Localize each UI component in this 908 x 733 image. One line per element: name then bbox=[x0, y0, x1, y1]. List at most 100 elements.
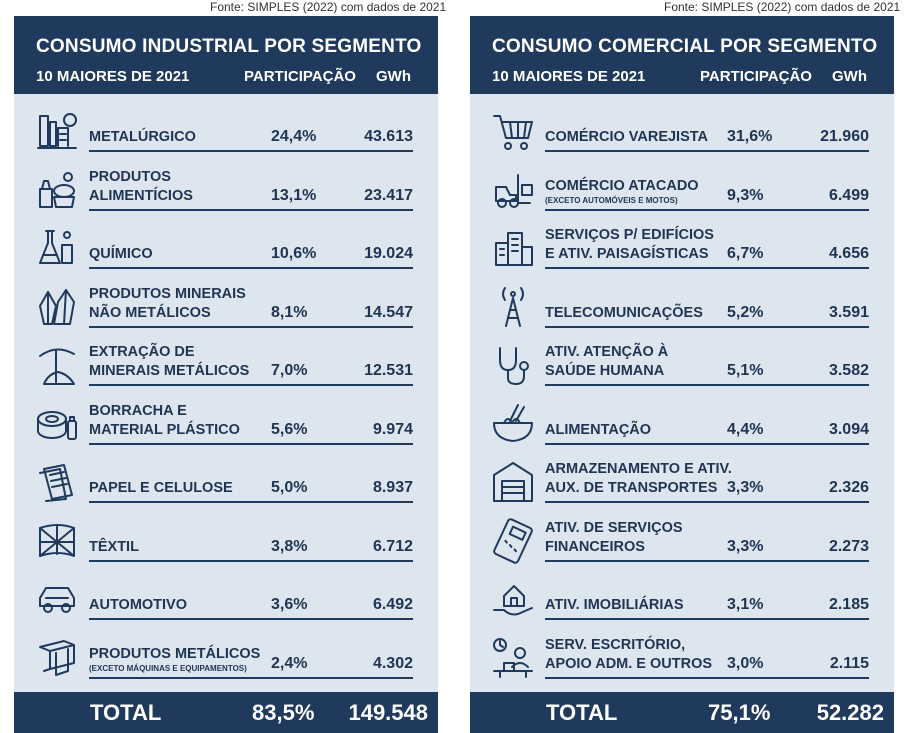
office-worker-icon bbox=[490, 635, 536, 681]
segment-label-line2: NÃO METÁLICOS bbox=[89, 304, 211, 321]
segment-label: PRODUTOS MINERAIS NÃO METÁLICOS bbox=[89, 285, 246, 323]
row-divider bbox=[89, 267, 413, 269]
row-divider bbox=[545, 150, 869, 152]
segment-label-line1: TELECOMUNICAÇÕES bbox=[545, 304, 703, 321]
segment-label: TELECOMUNICAÇÕES bbox=[545, 304, 703, 323]
segment-row: PRODUTOS METÁLICOS (EXCETO MÁQUINAS E EQU… bbox=[14, 631, 438, 690]
segment-note: (EXCETO AUTOMÓVEIS E MOTOS) bbox=[545, 195, 678, 205]
segment-pct: 8,1% bbox=[271, 303, 308, 321]
paper-stack-icon bbox=[34, 459, 80, 505]
shopping-cart-icon bbox=[490, 108, 536, 154]
segment-gwh: 2.185 bbox=[828, 596, 869, 613]
segment-pct: 5,0% bbox=[271, 479, 308, 496]
commercial-total-gwh: 52.282 bbox=[816, 700, 884, 725]
segment-gwh: 3.094 bbox=[828, 420, 869, 438]
fabric-icon bbox=[34, 518, 80, 564]
row-divider bbox=[545, 208, 869, 211]
segment-label: COMÉRCIO ATACADO (EXCETO AUTOMÓVEIS E MOT… bbox=[545, 177, 699, 206]
segment-pct: 7,0% bbox=[271, 362, 308, 379]
pickaxe-icon bbox=[34, 342, 80, 388]
segment-gwh: 9.974 bbox=[372, 420, 413, 438]
segment-pct: 6,7% bbox=[727, 245, 764, 262]
segment-row: PRODUTOS ALIMENTÍCIOS 13,1% 23.417 bbox=[14, 163, 438, 222]
industrial-total-bar: TOTAL 83,5% 149.548 bbox=[14, 692, 438, 733]
segment-pct: 13,1% bbox=[271, 186, 317, 204]
segment-label-line1: PRODUTOS MINERAIS bbox=[89, 285, 246, 302]
segment-label-line1: PRODUTOS METÁLICOS bbox=[89, 645, 261, 662]
segment-gwh: 12.531 bbox=[364, 362, 413, 379]
segment-label: ALIMENTAÇÃO bbox=[545, 421, 651, 440]
segment-label-line1: METALÚRGICO bbox=[89, 129, 196, 145]
card-machine-icon bbox=[490, 517, 536, 564]
segment-gwh: 3.591 bbox=[828, 303, 869, 321]
segment-row: EXTRAÇÃO DE MINERAIS METÁLICOS 7,0% 12.531 bbox=[14, 338, 438, 397]
row-divider bbox=[89, 442, 413, 445]
food-products-icon bbox=[34, 167, 80, 213]
segment-pct: 31,6% bbox=[727, 128, 773, 145]
segment-label: SERVIÇOS P/ EDIFÍCIOS E ATIV. PAISAGÍSTIC… bbox=[545, 226, 714, 264]
segment-pct: 5,2% bbox=[727, 303, 764, 321]
segment-label-line1: BORRACHA E bbox=[89, 402, 187, 419]
row-divider bbox=[89, 384, 413, 386]
segment-label-line1: SERVIÇOS P/ EDIFÍCIOS bbox=[545, 227, 714, 243]
row-divider bbox=[545, 267, 869, 269]
segment-row: ARMAZENAMENTO E ATIV. AUX. DE TRANSPORTES… bbox=[470, 455, 894, 514]
segment-gwh: 2.273 bbox=[828, 537, 869, 555]
segment-label-line1: PAPEL E CELULOSE bbox=[89, 480, 233, 496]
segment-label-line2: ALIMENTÍCIOS bbox=[89, 187, 193, 204]
house-in-hand-icon bbox=[490, 576, 536, 622]
segment-gwh: 2.326 bbox=[828, 479, 869, 496]
segment-pct: 3,8% bbox=[271, 537, 308, 555]
commercial-panel: CONSUMO COMERCIAL POR SEGMENTO 10 MAIORE… bbox=[470, 16, 894, 733]
source-note-right: Fonte: SIMPLES (2022) com dados de 2021 bbox=[664, 0, 901, 14]
segment-label-line1: COMÉRCIO VAREJISTA bbox=[545, 129, 709, 145]
row-divider bbox=[89, 208, 413, 211]
segment-gwh: 4.302 bbox=[372, 654, 413, 672]
segment-label-line2: MATERIAL PLÁSTICO bbox=[89, 421, 240, 438]
segment-row: METALÚRGICO 24,4% 43.613 bbox=[14, 104, 438, 163]
segment-gwh: 8.937 bbox=[372, 479, 413, 496]
commercial-title: CONSUMO COMERCIAL POR SEGMENTO bbox=[492, 36, 878, 57]
segment-row: QUÍMICO 10,6% 19.024 bbox=[14, 221, 438, 280]
segment-label-line1: PRODUTOS bbox=[89, 168, 171, 185]
segment-row: PAPEL E CELULOSE 5,0% 8.937 bbox=[14, 455, 438, 514]
row-divider bbox=[89, 150, 413, 152]
segment-label-line2: APOIO ADM. E OUTROS bbox=[545, 655, 713, 672]
segment-label: ATIV. ATENÇÃO À SAÚDE HUMANA bbox=[545, 343, 668, 381]
segment-row: BORRACHA E MATERIAL PLÁSTICO 5,6% 9.974 bbox=[14, 397, 438, 456]
commercial-total-bar: TOTAL 75,1% 52.282 bbox=[470, 692, 894, 733]
commercial-subtitle: 10 MAIORES DE 2021 bbox=[492, 68, 646, 85]
segment-pct: 3,1% bbox=[727, 596, 764, 613]
commercial-col-gwh: GWh bbox=[832, 68, 867, 85]
source-note-left: Fonte: SIMPLES (2022) com dados de 2021 bbox=[210, 0, 447, 14]
stethoscope-icon bbox=[490, 342, 536, 388]
row-divider bbox=[545, 384, 869, 386]
segment-label-line1: SERV. ESCRITÓRIO, bbox=[545, 636, 686, 653]
antenna-tower-icon bbox=[490, 284, 536, 330]
industrial-total-gwh: 149.548 bbox=[348, 700, 428, 725]
segment-label-line1: ATIV. IMOBILIÁRIAS bbox=[545, 597, 684, 613]
car-icon bbox=[34, 576, 80, 622]
segment-label-line1: ATIV. DE SERVIÇOS bbox=[545, 519, 683, 536]
segment-pct: 3,0% bbox=[727, 654, 764, 672]
segment-label: EXTRAÇÃO DE MINERAIS METÁLICOS bbox=[89, 343, 249, 381]
segment-label-line2: FINANCEIROS bbox=[545, 538, 645, 555]
segment-gwh: 6.499 bbox=[828, 186, 869, 204]
segment-pct: 5,6% bbox=[271, 420, 308, 438]
segment-row: SERVIÇOS P/ EDIFÍCIOS E ATIV. PAISAGÍSTIC… bbox=[470, 221, 894, 280]
segment-pct: 4,4% bbox=[727, 420, 764, 438]
steel-beam-icon bbox=[34, 635, 80, 681]
segment-pct: 2,4% bbox=[271, 654, 308, 672]
industrial-col-gwh: GWh bbox=[376, 68, 411, 85]
segment-label: PRODUTOS METÁLICOS (EXCETO MÁQUINAS E EQU… bbox=[89, 645, 260, 674]
segment-pct: 3,3% bbox=[727, 479, 764, 496]
segment-pct: 5,1% bbox=[727, 362, 764, 379]
commercial-total-pct: 75,1% bbox=[708, 700, 771, 725]
segment-row: SERV. ESCRITÓRIO, APOIO ADM. E OUTROS 3,0%… bbox=[470, 631, 894, 690]
segment-pct: 9,3% bbox=[727, 186, 764, 204]
chemistry-flask-icon bbox=[34, 225, 80, 271]
segment-pct: 24,4% bbox=[271, 128, 317, 145]
row-divider bbox=[545, 442, 869, 445]
segment-label: TÊXTIL bbox=[89, 538, 139, 557]
buildings-icon bbox=[490, 225, 536, 271]
